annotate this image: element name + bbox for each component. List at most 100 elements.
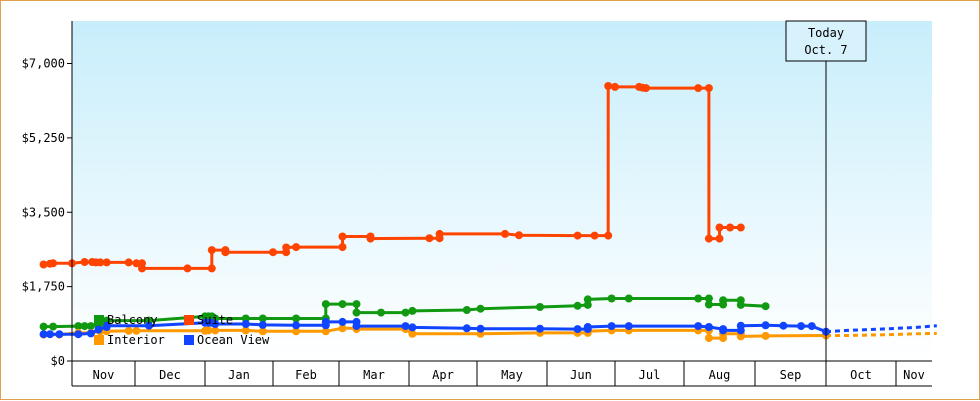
data-point-balcony[interactable] [476, 304, 485, 313]
data-point-ocean-view[interactable] [46, 330, 54, 339]
data-point-ocean-view[interactable] [321, 317, 330, 326]
data-point-balcony[interactable] [39, 322, 48, 331]
data-point-ocean-view[interactable] [94, 325, 103, 334]
data-point-ocean-view[interactable] [719, 326, 728, 335]
data-point-suite[interactable] [642, 84, 650, 93]
data-point-suite[interactable] [604, 82, 613, 90]
data-point-suite[interactable] [132, 259, 141, 268]
data-point-suite[interactable] [183, 264, 192, 273]
data-point-suite[interactable] [269, 248, 277, 257]
data-point-suite[interactable] [39, 260, 48, 269]
data-point-balcony[interactable] [74, 322, 83, 331]
data-point-suite[interactable] [501, 229, 509, 238]
data-point-suite[interactable] [704, 234, 713, 243]
data-point-balcony[interactable] [401, 308, 410, 317]
data-point-suite[interactable] [435, 229, 444, 238]
data-point-balcony[interactable] [462, 306, 471, 314]
data-point-balcony[interactable] [292, 314, 301, 323]
data-point-suite[interactable] [694, 84, 703, 93]
data-point-suite[interactable] [282, 243, 291, 252]
data-point-interior[interactable] [704, 334, 713, 343]
data-point-ocean-view[interactable] [102, 321, 111, 330]
data-point-balcony[interactable] [573, 301, 582, 310]
data-point-ocean-view[interactable] [408, 323, 417, 332]
data-point-ocean-view[interactable] [292, 321, 301, 330]
data-point-ocean-view[interactable] [86, 329, 95, 338]
data-point-ocean-view[interactable] [573, 325, 582, 334]
data-point-suite[interactable] [207, 246, 216, 255]
data-point-suite[interactable] [604, 231, 613, 240]
data-point-balcony[interactable] [321, 300, 330, 309]
data-point-interior[interactable] [211, 326, 220, 335]
data-point-suite[interactable] [715, 234, 724, 243]
data-point-ocean-view[interactable] [807, 322, 816, 331]
data-point-ocean-view[interactable] [694, 322, 703, 331]
data-point-interior[interactable] [132, 326, 141, 335]
data-point-suite[interactable] [338, 243, 347, 252]
data-point-balcony[interactable] [241, 314, 250, 323]
data-point-interior[interactable] [258, 327, 267, 336]
data-point-balcony[interactable] [583, 295, 592, 304]
data-point-balcony[interactable] [583, 300, 592, 309]
data-point-ocean-view[interactable] [779, 321, 788, 330]
data-point-suite[interactable] [515, 231, 523, 240]
data-point-suite[interactable] [736, 223, 745, 232]
data-point-suite[interactable] [715, 223, 724, 232]
data-point-interior[interactable] [241, 326, 250, 335]
data-point-suite[interactable] [292, 243, 301, 252]
data-point-interior[interactable] [292, 327, 301, 336]
data-point-interior[interactable] [124, 326, 133, 335]
data-point-ocean-view[interactable] [583, 323, 592, 331]
data-point-ocean-view[interactable] [462, 324, 471, 333]
data-point-interior[interactable] [338, 324, 347, 333]
data-point-ocean-view[interactable] [74, 330, 83, 339]
data-point-balcony[interactable] [624, 294, 633, 303]
data-point-balcony[interactable] [536, 303, 544, 311]
data-point-ocean-view[interactable] [736, 321, 745, 330]
data-point-balcony[interactable] [694, 294, 703, 303]
data-point-suite[interactable] [49, 259, 58, 268]
data-point-suite[interactable] [611, 82, 619, 91]
data-point-ocean-view[interactable] [401, 322, 410, 331]
data-point-balcony[interactable] [377, 308, 385, 317]
data-point-ocean-view[interactable] [55, 330, 64, 339]
data-point-ocean-view[interactable] [607, 322, 616, 331]
data-point-interior[interactable] [321, 327, 330, 336]
data-point-ocean-view[interactable] [352, 322, 361, 331]
data-point-balcony[interactable] [80, 322, 89, 331]
data-point-suite[interactable] [590, 231, 599, 240]
data-point-suite[interactable] [124, 258, 133, 267]
data-point-suite[interactable] [338, 232, 347, 241]
data-point-interior[interactable] [761, 331, 770, 340]
data-point-ocean-view[interactable] [241, 320, 250, 328]
data-point-balcony[interactable] [761, 302, 770, 311]
data-point-ocean-view[interactable] [39, 330, 48, 339]
data-point-ocean-view[interactable] [211, 320, 220, 328]
data-point-suite[interactable] [96, 258, 105, 267]
data-point-suite[interactable] [573, 231, 582, 240]
data-point-balcony[interactable] [704, 300, 713, 309]
data-point-interior[interactable] [204, 326, 213, 335]
data-point-balcony[interactable] [704, 294, 713, 303]
data-point-suite[interactable] [80, 258, 89, 266]
data-point-balcony[interactable] [352, 300, 361, 309]
data-point-balcony[interactable] [352, 308, 361, 317]
data-point-balcony[interactable] [408, 306, 417, 315]
data-point-ocean-view[interactable] [338, 317, 347, 326]
data-point-suite[interactable] [366, 234, 375, 243]
data-point-balcony[interactable] [258, 314, 267, 323]
data-point-ocean-view[interactable] [704, 323, 713, 331]
data-point-suite[interactable] [726, 223, 735, 232]
data-point-suite[interactable] [138, 264, 146, 273]
data-point-ocean-view[interactable] [145, 321, 153, 330]
data-point-balcony[interactable] [719, 296, 728, 305]
data-point-suite[interactable] [102, 258, 111, 267]
data-point-balcony[interactable] [338, 300, 347, 309]
data-point-suite[interactable] [425, 234, 434, 243]
data-point-suite[interactable] [207, 264, 216, 273]
data-point-ocean-view[interactable] [761, 321, 770, 330]
data-point-balcony[interactable] [736, 300, 745, 309]
data-point-suite[interactable] [221, 248, 230, 257]
data-point-interior[interactable] [408, 329, 417, 338]
data-point-ocean-view[interactable] [258, 320, 267, 329]
